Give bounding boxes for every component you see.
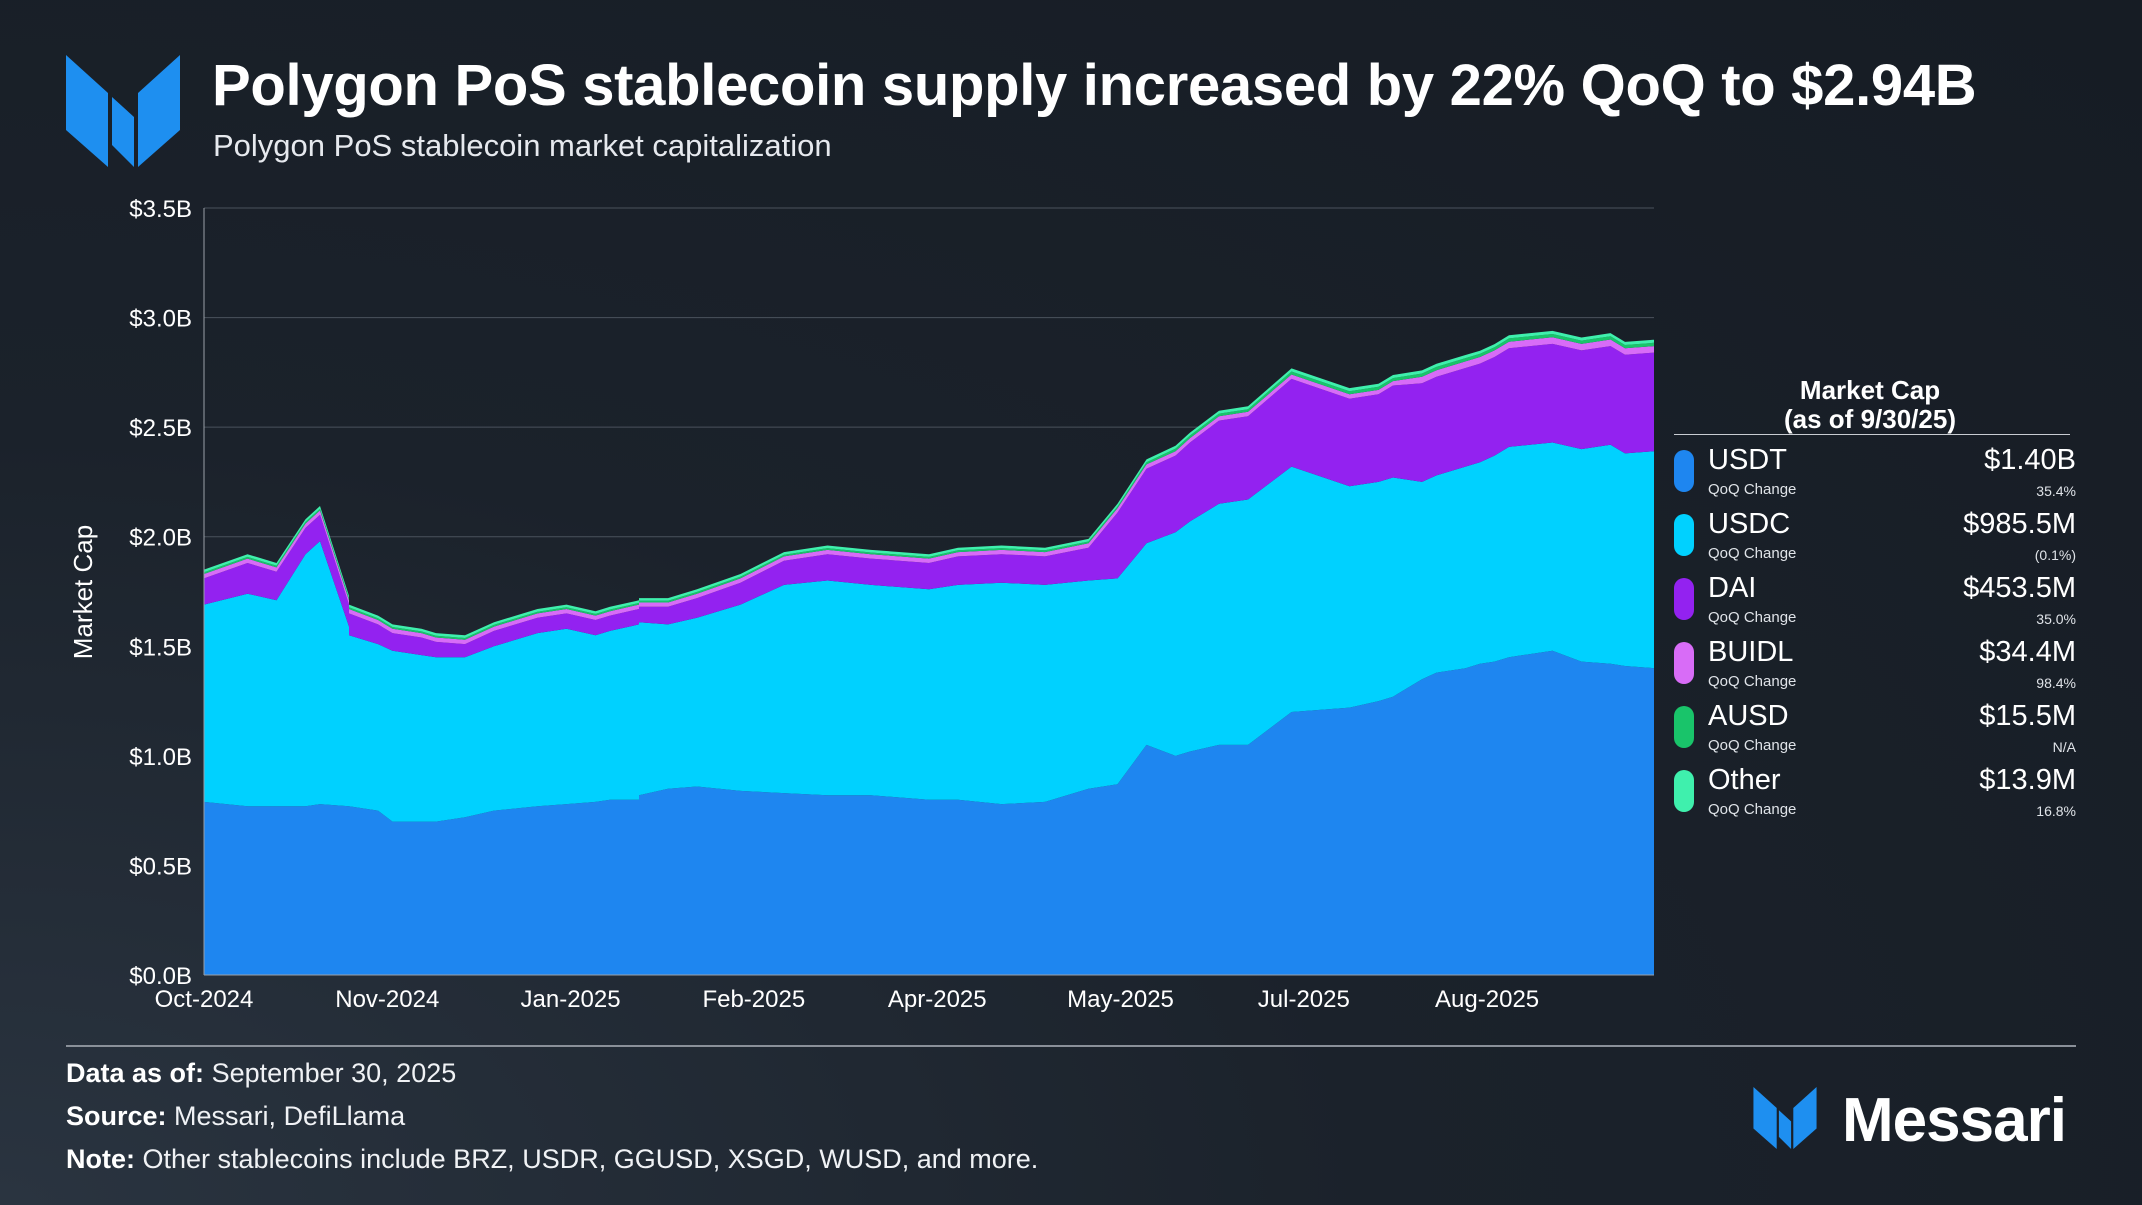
legend-value-ausd: $15.5M bbox=[1979, 700, 2076, 732]
legend-name-usdt: USDT bbox=[1708, 444, 1787, 476]
y-tick-label: $1.5B bbox=[129, 634, 192, 661]
axes bbox=[203, 208, 1654, 976]
legend-swatch-usdt bbox=[1674, 450, 1694, 492]
y-tick-label: $1.0B bbox=[129, 744, 192, 771]
data-as-of-label: Data as of: bbox=[66, 1058, 205, 1088]
legend-item-dai: DAI QoQ Change $453.5M 35.0% bbox=[1674, 572, 2076, 627]
legend-swatch-usdc bbox=[1674, 514, 1694, 556]
messari-brand-icon bbox=[1753, 1087, 1817, 1149]
legend-swatch-dai bbox=[1674, 578, 1694, 620]
chart-subtitle: Polygon PoS stablecoin market capitaliza… bbox=[213, 128, 832, 163]
area-series bbox=[204, 330, 1654, 975]
legend-item-buidl: BUIDL QoQ Change $34.4M 98.4% bbox=[1674, 636, 2076, 691]
messari-brand: Messari bbox=[1752, 1085, 2082, 1155]
y-tick-label: $0.5B bbox=[129, 853, 192, 880]
y-tick-label: $0.0B bbox=[129, 963, 192, 990]
legend-title: Market Cap (as of 9/30/25) bbox=[1672, 376, 2068, 434]
legend-sub-other: QoQ Change bbox=[1708, 801, 1797, 818]
x-tick-label: Feb-2025 bbox=[702, 986, 805, 1013]
footer-divider bbox=[66, 1045, 2076, 1047]
legend-sub-ausd: QoQ Change bbox=[1708, 737, 1797, 754]
chart-title: Polygon PoS stablecoin supply increased … bbox=[212, 53, 1977, 118]
legend-sub-buidl: QoQ Change bbox=[1708, 673, 1797, 690]
legend-name-buidl: BUIDL bbox=[1708, 636, 1794, 668]
x-tick-label: Jan-2025 bbox=[521, 986, 621, 1013]
x-tick-label: Jul-2025 bbox=[1258, 986, 1350, 1013]
legend-swatch-other bbox=[1674, 770, 1694, 812]
y-axis-label: Market Cap bbox=[68, 525, 98, 659]
tick-labels: $0.0B $0.5B $1.0B $1.5B $2.0B $2.5B $3.0B $3.5B… bbox=[129, 196, 1539, 1013]
legend-value-other: $13.9M bbox=[1979, 764, 2076, 796]
legend-divider bbox=[1674, 434, 2070, 435]
area-usdc bbox=[204, 442, 1654, 822]
legend-title-line2: (as of 9/30/25) bbox=[1784, 404, 1956, 434]
legend-value-usdt: $1.40B bbox=[1984, 444, 2076, 476]
x-tick-label: Aug-2025 bbox=[1435, 986, 1539, 1013]
legend-sub-usdt: QoQ Change bbox=[1708, 481, 1797, 498]
y-tick-label: $3.0B bbox=[129, 306, 192, 333]
legend-sub-usdc: QoQ Change bbox=[1708, 545, 1797, 562]
legend-swatch-buidl bbox=[1674, 642, 1694, 684]
y-tick-label: $2.5B bbox=[129, 415, 192, 442]
legend-item-usdc: USDC QoQ Change $985.5M (0.1%) bbox=[1674, 508, 2076, 563]
legend-name-usdc: USDC bbox=[1708, 508, 1791, 540]
legend-sub-dai: QoQ Change bbox=[1708, 609, 1797, 626]
legend-change-usdc: (0.1%) bbox=[2034, 547, 2076, 563]
source-label: Source: bbox=[66, 1101, 167, 1131]
footer-source: Source: Messari, DefiLlama bbox=[66, 1101, 405, 1132]
messari-logo-icon bbox=[66, 55, 180, 167]
legend-value-buidl: $34.4M bbox=[1979, 636, 2076, 668]
x-tick-label: Oct-2024 bbox=[155, 986, 254, 1013]
legend-change-other: 16.8% bbox=[2036, 803, 2076, 819]
legend-change-usdt: 35.4% bbox=[2036, 483, 2076, 499]
legend-value-dai: $453.5M bbox=[1963, 572, 2076, 604]
x-tick-label: Apr-2025 bbox=[888, 986, 987, 1013]
area-usdt bbox=[204, 650, 1654, 975]
legend-item-ausd: AUSD QoQ Change $15.5M N/A bbox=[1674, 700, 2076, 755]
area-dai bbox=[204, 343, 1654, 658]
legend-item-other: Other QoQ Change $13.9M 16.8% bbox=[1674, 764, 2076, 819]
footer-data-as-of: Data as of: September 30, 2025 bbox=[66, 1058, 456, 1089]
area-other bbox=[204, 330, 1654, 638]
note-value: Other stablecoins include BRZ, USDR, GGU… bbox=[142, 1144, 1039, 1174]
messari-wordmark: Messari bbox=[1842, 1086, 2067, 1155]
legend-swatch-ausd bbox=[1674, 706, 1694, 748]
source-value: Messari, DefiLlama bbox=[174, 1101, 406, 1131]
y-tick-label: $2.0B bbox=[129, 525, 192, 552]
legend-title-line1: Market Cap bbox=[1799, 375, 1941, 405]
legend-name-other: Other bbox=[1708, 764, 1781, 796]
legend-name-dai: DAI bbox=[1708, 572, 1757, 604]
footer-note: Note: Other stablecoins include BRZ, USD… bbox=[66, 1144, 1038, 1175]
legend-change-dai: 35.0% bbox=[2036, 611, 2076, 627]
stacked-area-chart: $0.0B $0.5B $1.0B $1.5B $2.0B $2.5B $3.0B $3.5B… bbox=[68, 196, 1654, 1013]
legend-change-buidl: 98.4% bbox=[2036, 675, 2076, 691]
legend-change-ausd: N/A bbox=[2052, 739, 2076, 755]
legend-value-usdc: $985.5M bbox=[1963, 508, 2076, 540]
x-tick-label: Nov-2024 bbox=[335, 986, 439, 1013]
y-tick-label: $3.5B bbox=[129, 196, 192, 223]
legend-item-usdt: USDT QoQ Change $1.40B 35.4% bbox=[1674, 444, 2076, 499]
note-label: Note: bbox=[66, 1144, 135, 1174]
data-as-of-value: September 30, 2025 bbox=[211, 1058, 457, 1088]
x-tick-label: May-2025 bbox=[1067, 986, 1174, 1013]
legend-name-ausd: AUSD bbox=[1708, 700, 1789, 732]
